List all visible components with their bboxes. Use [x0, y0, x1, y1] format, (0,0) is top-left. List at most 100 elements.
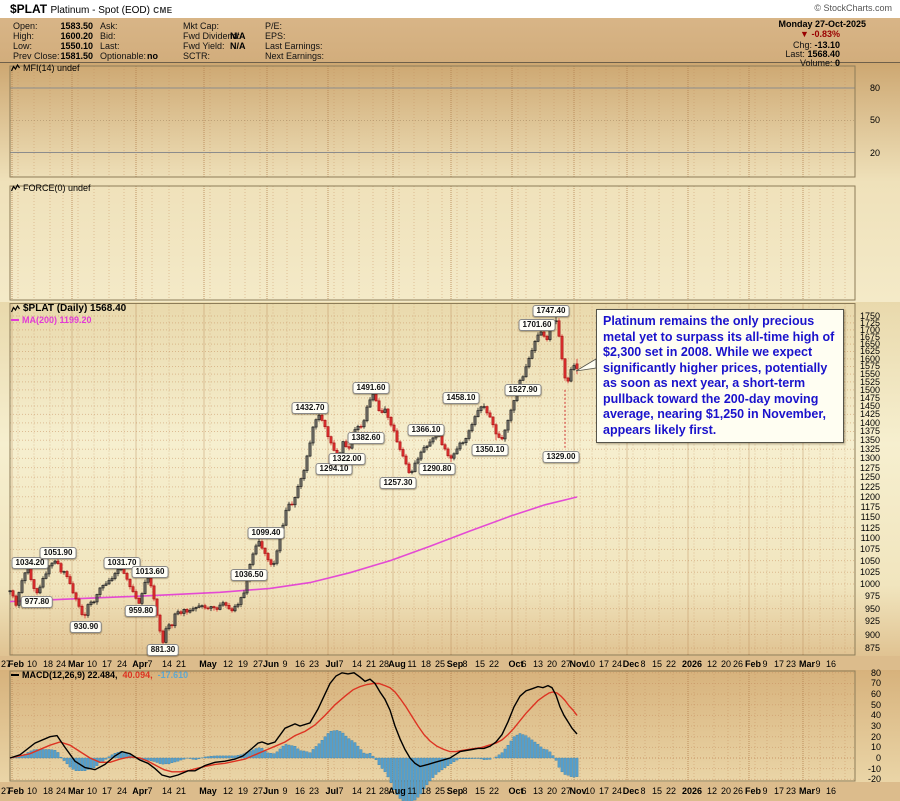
price-callout: 1036.50 [230, 569, 268, 581]
x-tick-label: 7 [338, 786, 344, 796]
x-tick-label: 12 [222, 658, 234, 669]
x-tick-label: Oct [508, 786, 524, 796]
x-tick-label: 10 [86, 786, 98, 796]
x-tick-label: 17 [773, 786, 785, 796]
quote-value: no [147, 51, 158, 61]
page-title: $PLAT Platinum - Spot (EOD) CME [10, 2, 173, 16]
quote-label: High: [13, 31, 35, 41]
quote-label: Last: [100, 41, 120, 51]
x-tick-label: 22 [488, 658, 500, 669]
price-axis-label: 1500 [859, 384, 880, 395]
price-callout: 1432.70 [291, 402, 329, 414]
x-tick-label: Mar [798, 658, 816, 669]
quote-label: Open: [13, 21, 38, 31]
price-axis-label: 1400 [859, 417, 880, 428]
price-axis-label: 1275 [859, 462, 880, 473]
quote-label: Mkt Cap: [183, 21, 220, 31]
x-tick-label: May [199, 786, 217, 796]
macd-axis-label: 0 [875, 753, 881, 763]
x-tick-label: 23 [308, 658, 320, 669]
x-tick-label: 18 [420, 786, 432, 796]
x-tick-label: 15 [474, 786, 486, 796]
last-row: Last: 1568.40 [785, 48, 840, 59]
macd-axis-label: 10 [870, 742, 881, 753]
x-tick-label: Dec [622, 786, 640, 796]
price-axis-label: 1425 [859, 409, 880, 420]
quote-value: 1583.50 [60, 21, 93, 31]
x-tick-label: 27 [252, 786, 264, 796]
x-tick-label: 19 [237, 658, 249, 669]
main-chart-legend: $PLAT (Daily) 1568.40 [11, 303, 126, 314]
x-tick-label: Feb [7, 786, 25, 796]
x-tick-label: May [199, 658, 217, 669]
price-axis-label: 1175 [860, 501, 880, 512]
price-callout: 1290.80 [418, 463, 456, 475]
x-tick-label: 26 [732, 658, 744, 669]
volume-row: Volume: 0 [799, 57, 840, 68]
x-tick-label: 21 [175, 786, 187, 796]
macd-axis-label: -10 [867, 763, 881, 774]
quote-date: Monday 27-Oct-2025 [778, 19, 866, 29]
price-callout: 930.90 [69, 621, 103, 633]
x-tick-label: 24 [116, 786, 128, 796]
x-tick-label: 26 [732, 786, 744, 796]
x-tick-label: 8 [462, 786, 468, 796]
price-axis-label: 1750 [859, 310, 880, 321]
x-tick-label: 17 [101, 658, 113, 669]
x-tick-label: 15 [651, 786, 663, 796]
quote-value: 1581.50 [60, 51, 93, 61]
x-tick-label: Aug [388, 658, 406, 669]
price-callout: 1329.00 [542, 451, 580, 463]
quote-label: SCTR: [183, 51, 210, 61]
price-callout: 959.80 [124, 605, 158, 617]
x-tick-label: 24 [611, 786, 623, 796]
price-callout: 1366.10 [407, 424, 445, 436]
x-tick-label: Mar [798, 786, 816, 796]
price-axis-label: 1350 [859, 435, 880, 446]
price-callout: 1382.60 [347, 432, 385, 444]
x-tick-label: Sep [446, 658, 464, 669]
x-tick-label: Nov [569, 786, 587, 796]
annotation-note: Platinum remains the only precious metal… [596, 309, 844, 443]
price-axis-label: 1100 [860, 533, 880, 544]
price-callout: 1491.60 [352, 382, 390, 394]
x-tick-label: 16 [825, 658, 837, 669]
x-tick-label: 11 [407, 658, 417, 669]
price-axis-label: 1225 [859, 481, 880, 492]
x-tick-label: 25 [434, 786, 446, 796]
x-tick-label: Nov [569, 658, 587, 669]
x-tick-label: 10 [86, 658, 98, 669]
x-tick-label: 18 [420, 658, 432, 669]
indicator-icon [11, 304, 20, 312]
copyright-text: © StockCharts.com [814, 3, 892, 13]
x-tick-label: 27 [252, 658, 264, 669]
quote-value: N/A [230, 31, 246, 41]
change-row: Chg: -13.10 [792, 39, 840, 50]
x-tick-label: 20 [546, 786, 558, 796]
macd-axis-label: 40 [870, 710, 881, 721]
mfi-axis-label: 20 [869, 147, 880, 158]
x-tick-label: 6 [521, 786, 527, 796]
x-tick-label: 9 [762, 658, 768, 669]
x-tick-label: 11 [407, 786, 417, 796]
x-tick-label: 13 [532, 786, 544, 796]
x-tick-label: 12 [222, 786, 234, 796]
price-axis-label: 1475 [859, 392, 880, 403]
x-tick-label: 24 [116, 658, 128, 669]
x-tick-label: 20 [720, 658, 732, 669]
macd-line-swatch [11, 674, 19, 676]
indicator-icon [11, 64, 20, 72]
x-tick-label: 14 [351, 658, 363, 669]
price-axis-label: 875 [864, 643, 880, 653]
x-tick-label: Oct [508, 658, 524, 669]
price-callout: 1034.20 [11, 557, 49, 569]
x-tick-label: 17 [598, 658, 610, 669]
price-callout: 1701.60 [518, 319, 556, 331]
price-axis-label: 1150 [860, 512, 880, 523]
price-axis-label: 1625 [859, 346, 880, 357]
indicator-icon [11, 184, 20, 192]
x-tick-label: 23 [785, 658, 797, 669]
quote-label: P/E: [265, 21, 283, 31]
quote-label: Next Earnings: [265, 51, 325, 61]
price-axis-label: 1050 [859, 555, 880, 566]
